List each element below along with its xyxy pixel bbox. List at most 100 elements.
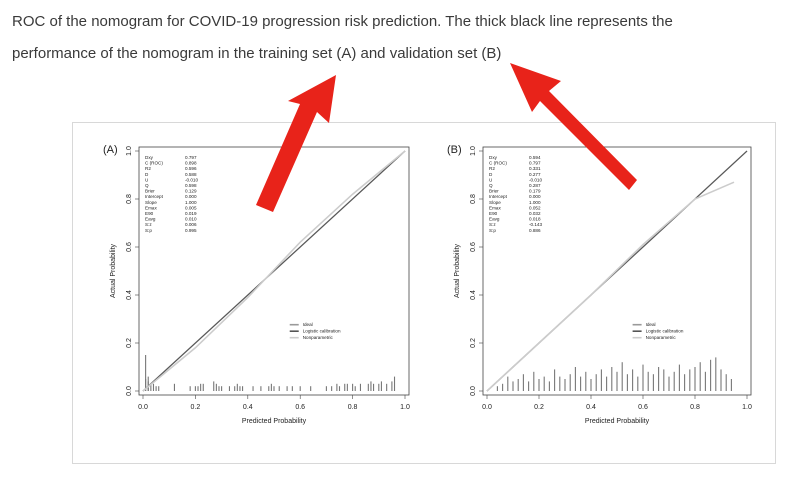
stat-name: D [489,172,493,177]
plot-frame [482,146,752,396]
stat-name: D [145,172,149,177]
x-tick-label: 0.6 [295,404,305,411]
caption-line-2: performance of the nomogram in the train… [12,45,502,62]
stat-name: Emax [145,205,157,210]
calibration-plot-panel-a: (A) 0.0 0.2 0.4 0.6 0.8 1.0 0.0 0.2 0.4 0.6 0.8 1.0 P… [103,144,410,425]
figure-caption: ROC of the nomogram for COVID-19 progres… [12,6,792,70]
y-tick-label: 0.4 [126,290,133,300]
x-tick-label: 0.2 [534,404,544,411]
stat-value: 0.018 [529,217,541,222]
stat-value: 0.287 [529,183,541,188]
legend-entry: Ideal [303,322,313,327]
stat-value: -0.010 [529,177,542,182]
stat-value: 0.000 [185,194,197,199]
stat-value: -0.010 [185,177,198,182]
x-tick-label: 0.2 [191,404,201,411]
series-logistic-calibration [142,150,406,392]
y-tick-label: 0.4 [470,290,477,300]
stat-name: E90 [145,211,154,216]
stat-value: 0.797 [529,161,541,166]
stat-name: E90 [489,211,498,216]
stat-value: 0.032 [529,211,541,216]
stat-value: 0.596 [185,166,197,171]
stat-value: 0.052 [529,205,541,210]
x-tick-label: 1.0 [400,404,410,411]
x-tick-label: 0.0 [138,404,148,411]
y-tick-label: 0.6 [470,242,477,252]
stat-name: U [145,177,148,182]
stats-table: Dxy 0.797 C (ROC) 0.898 R2 0.596 D 0.588 U -0.010… [145,155,198,233]
y-axis-title: Actual Probability [110,243,117,298]
y-tick-label: 0.0 [126,386,133,396]
legend-entry: Nonparametric [303,335,334,340]
stat-name: R2 [489,166,495,171]
stat-name: Intercept [145,194,164,199]
panel-label: (A) [103,144,118,156]
stat-value: 0.588 [185,172,197,177]
legend-entry: Nonparametric [646,335,677,340]
x-axis-title: Predicted Probability [585,418,650,425]
stat-name: Eavg [489,217,500,222]
stat-name: C (ROC) [489,161,507,166]
stat-name: Emax [489,205,501,210]
stat-name: Brier [145,189,155,194]
stat-name: Q [145,183,149,188]
stat-value: -0.143 [529,222,542,227]
stat-value: 0.797 [185,155,197,160]
stat-name: Eavg [145,217,156,222]
red-arrow-icon [256,75,336,212]
stat-value: 0.006 [185,222,197,227]
stat-value: 0.179 [529,189,541,194]
legend-entry: Ideal [646,322,656,327]
y-tick-label: 0.8 [470,194,477,204]
stat-name: Intercept [489,194,508,199]
x-tick-label: 0.8 [690,404,700,411]
y-tick-label: 0.0 [470,386,477,396]
legend-entry: Logistic calibration [303,329,341,334]
stats-table: Dxy 0.594 C (ROC) 0.797 R2 0.331 D 0.277 U -0.010… [489,155,542,233]
stat-value: 0.886 [529,228,541,233]
stat-value: 0.898 [185,161,197,166]
y-tick-label: 0.6 [126,242,133,252]
stat-name: R2 [145,166,151,171]
y-tick-label: 1.0 [126,146,133,156]
x-axis-title: Predicted Probability [242,418,307,425]
calibration-plot-panel-b: (B) 0.0 0.2 0.4 0.6 0.8 1.0 0.0 0.2 0.4 0.6 0.8 1.0 P… [447,144,752,425]
stat-name: Slope [489,200,501,205]
x-tick-label: 0.4 [243,404,253,411]
stat-name: Dxy [145,155,154,160]
x-tick-label: 1.0 [742,404,752,411]
stat-value: 0.598 [185,183,197,188]
stat-name: S:p [489,228,496,233]
stat-value: 0.277 [529,172,541,177]
stat-name: C (ROC) [145,161,163,166]
panel-label: (B) [447,144,462,156]
plot-frame [138,146,410,396]
stat-value: 0.995 [185,228,197,233]
x-tick-label: 0.0 [482,404,492,411]
stat-name: S:z [489,222,496,227]
x-tick-label: 0.4 [586,404,596,411]
stat-name: S:p [145,228,152,233]
red-arrow-icon [510,63,637,190]
stat-name: Brier [489,189,499,194]
stat-name: Slope [145,200,157,205]
stat-name: Q [489,183,493,188]
calibration-plots: (A) 0.0 0.2 0.4 0.6 0.8 1.0 0.0 0.2 0.4 0.6 0.8 1.0 P… [103,144,752,425]
series-nonparametric [142,150,406,392]
caption-line-1: ROC of the nomogram for COVID-19 progres… [12,13,673,30]
stat-value: 1.000 [529,200,541,205]
stat-name: S:z [145,222,152,227]
figure-frame: (A) 0.0 0.2 0.4 0.6 0.8 1.0 0.0 0.2 0.4 0.6 0.8 1.0 P… [72,122,776,464]
series-nonparametric [486,181,735,392]
stat-value: 0.005 [185,205,197,210]
legend-entry: Logistic calibration [646,329,684,334]
stat-value: 0.129 [185,189,197,194]
stat-value: 0.331 [529,166,541,171]
y-tick-label: 0.8 [126,194,133,204]
stat-value: 0.000 [529,194,541,199]
stat-value: 0.010 [185,217,197,222]
stat-value: 0.594 [529,155,541,160]
